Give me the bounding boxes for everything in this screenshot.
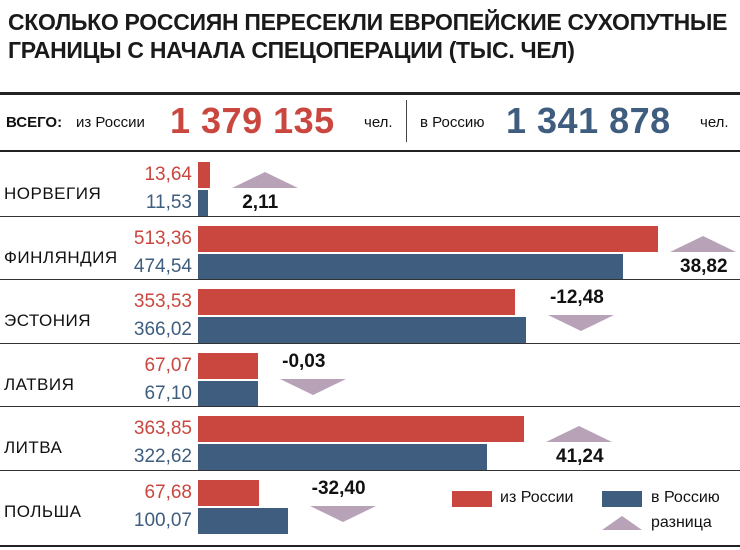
bar-from	[198, 289, 515, 315]
value-label-to: 67,10	[144, 382, 192, 404]
difference-label: 38,82	[680, 255, 728, 277]
totals-label: ВСЕГО:	[6, 114, 63, 131]
value-label-to: 11,53	[145, 192, 192, 213]
country-label: ЛАТВИЯ	[4, 374, 75, 394]
row-divider	[0, 279, 740, 280]
totals-to-label: в Россию	[420, 114, 485, 131]
totals-to-unit: чел.	[700, 114, 729, 131]
country-label: ПОЛЬША	[4, 501, 82, 521]
bottom-rule	[0, 545, 740, 547]
value-label-to: 100,07	[133, 509, 192, 531]
value-label-from: 67,68	[144, 481, 192, 503]
value-label-from: 363,85	[133, 418, 192, 439]
diff-down-icon	[309, 505, 376, 522]
diff-up-icon	[232, 172, 299, 188]
difference-label: -32,40	[311, 477, 366, 499]
bar-from	[198, 162, 211, 188]
totals-from-label: из России	[76, 114, 145, 131]
bar-from	[198, 416, 525, 442]
diff-down-icon	[547, 315, 614, 331]
bar-to	[198, 317, 526, 343]
bar-to	[198, 507, 288, 534]
totals-bottom-rule	[0, 150, 740, 152]
bar-to	[198, 190, 209, 216]
totals-to-value: 1 341 878	[506, 100, 671, 141]
value-label-from: 67,07	[144, 354, 192, 376]
value-label-from: 13,64	[144, 164, 192, 185]
bar-from	[198, 479, 259, 506]
country-label: НОРВЕГИЯ	[4, 184, 102, 203]
row-divider	[0, 215, 740, 217]
row-divider	[0, 406, 740, 407]
totals-from-unit: чел.	[364, 114, 393, 131]
diff-up-icon	[670, 235, 736, 252]
legend-label-from: из России	[500, 489, 574, 506]
totals-divider	[406, 100, 407, 142]
row-divider	[0, 342, 740, 344]
top-rule	[0, 92, 740, 95]
totals-from-value: 1 379 135	[170, 100, 335, 141]
bar-to	[198, 380, 259, 407]
bar-to	[198, 253, 624, 280]
legend-swatch-to	[602, 491, 642, 507]
value-label-from: 513,36	[133, 227, 192, 249]
difference-label: 2,11	[242, 192, 279, 213]
totals-row: ВСЕГО: из России 1 379 135 чел. в Россию…	[0, 96, 740, 146]
bar-to	[198, 444, 488, 470]
bar-from	[198, 352, 259, 379]
diff-up-icon	[546, 426, 613, 442]
difference-label: 41,24	[556, 446, 604, 467]
bar-from	[198, 225, 658, 252]
difference-label: -0,03	[282, 350, 326, 372]
value-label-from: 353,53	[133, 291, 192, 312]
chart-title: СКОЛЬКО РОССИЯН ПЕРЕСЕКЛИ ЕВРОПЕЙСКИЕ СУ…	[8, 9, 728, 63]
difference-label: -12,48	[549, 287, 604, 308]
country-label: ЭСТОНИЯ	[4, 311, 92, 330]
country-label: ЛИТВА	[4, 438, 63, 457]
diff-down-icon	[280, 378, 347, 395]
legend-label-to: в Россию	[651, 489, 720, 506]
value-label-to: 322,62	[133, 446, 192, 467]
legend-diff-icon	[602, 516, 642, 530]
country-label: ФИНЛЯНДИЯ	[4, 247, 118, 267]
value-label-to: 366,02	[133, 319, 192, 340]
legend-label-diff: разница	[651, 514, 712, 531]
value-label-to: 474,54	[133, 255, 192, 277]
legend-swatch-from	[452, 491, 492, 507]
row-divider	[0, 469, 740, 471]
